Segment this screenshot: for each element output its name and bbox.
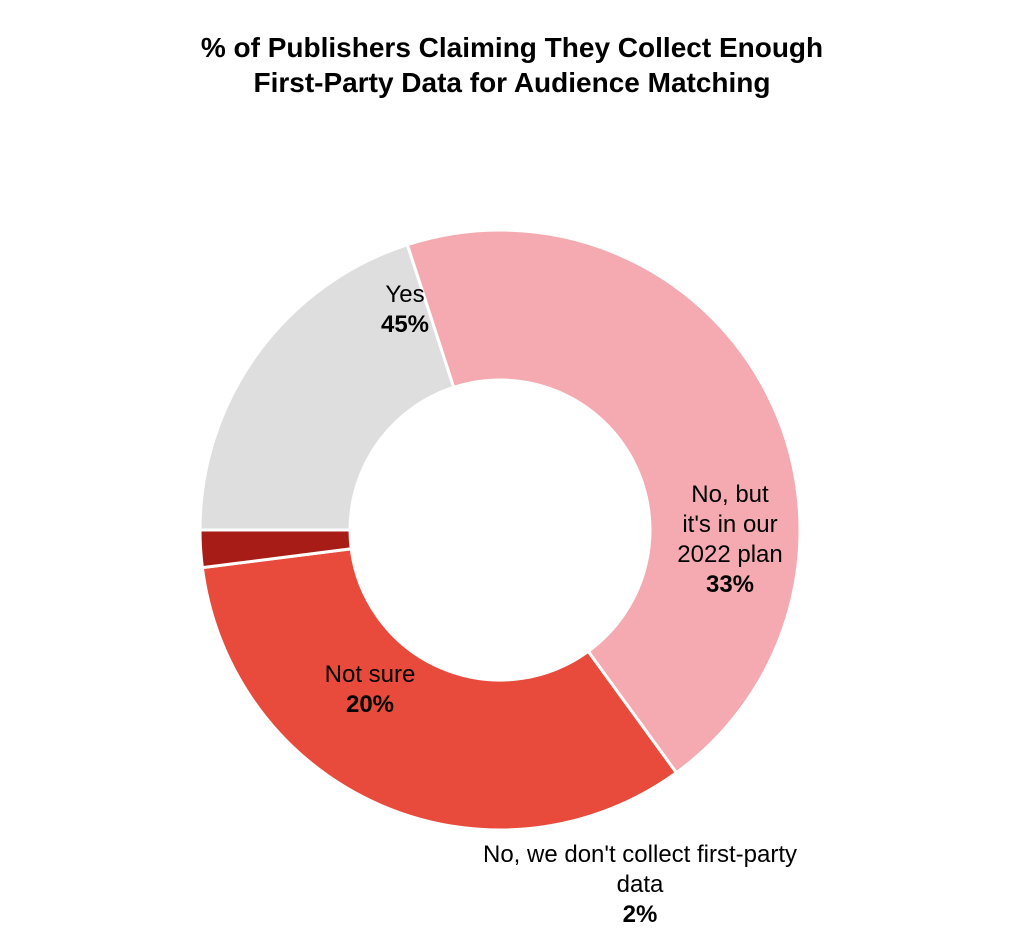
donut-chart (0, 0, 1024, 949)
label-percent-not_sure: 20% (346, 691, 394, 718)
chart-container: % of Publishers Claiming They Collect En… (0, 0, 1024, 949)
label-percent-yes: 45% (381, 311, 429, 338)
label-not_sure: Not sure 20% (275, 660, 465, 720)
label-text-no_plan-line0: No, but (691, 481, 768, 508)
label-no_collect: No, we don't collect first-party data 2% (435, 840, 845, 930)
label-text-no_plan-line2: 2022 plan (677, 541, 782, 568)
label-text-no_collect-line0: No, we don't collect first-party (483, 841, 797, 868)
label-text-yes-line0: Yes (385, 281, 424, 308)
label-text-no_collect-line1: data (617, 871, 664, 898)
label-percent-no_collect: 2% (623, 901, 658, 928)
label-no_plan: No, but it's in our 2022 plan 33% (635, 480, 825, 600)
label-text-not_sure-line0: Not sure (325, 661, 416, 688)
label-percent-no_plan: 33% (706, 571, 754, 598)
label-text-no_plan-line1: it's in our (682, 511, 777, 538)
label-yes: Yes 45% (335, 280, 475, 340)
